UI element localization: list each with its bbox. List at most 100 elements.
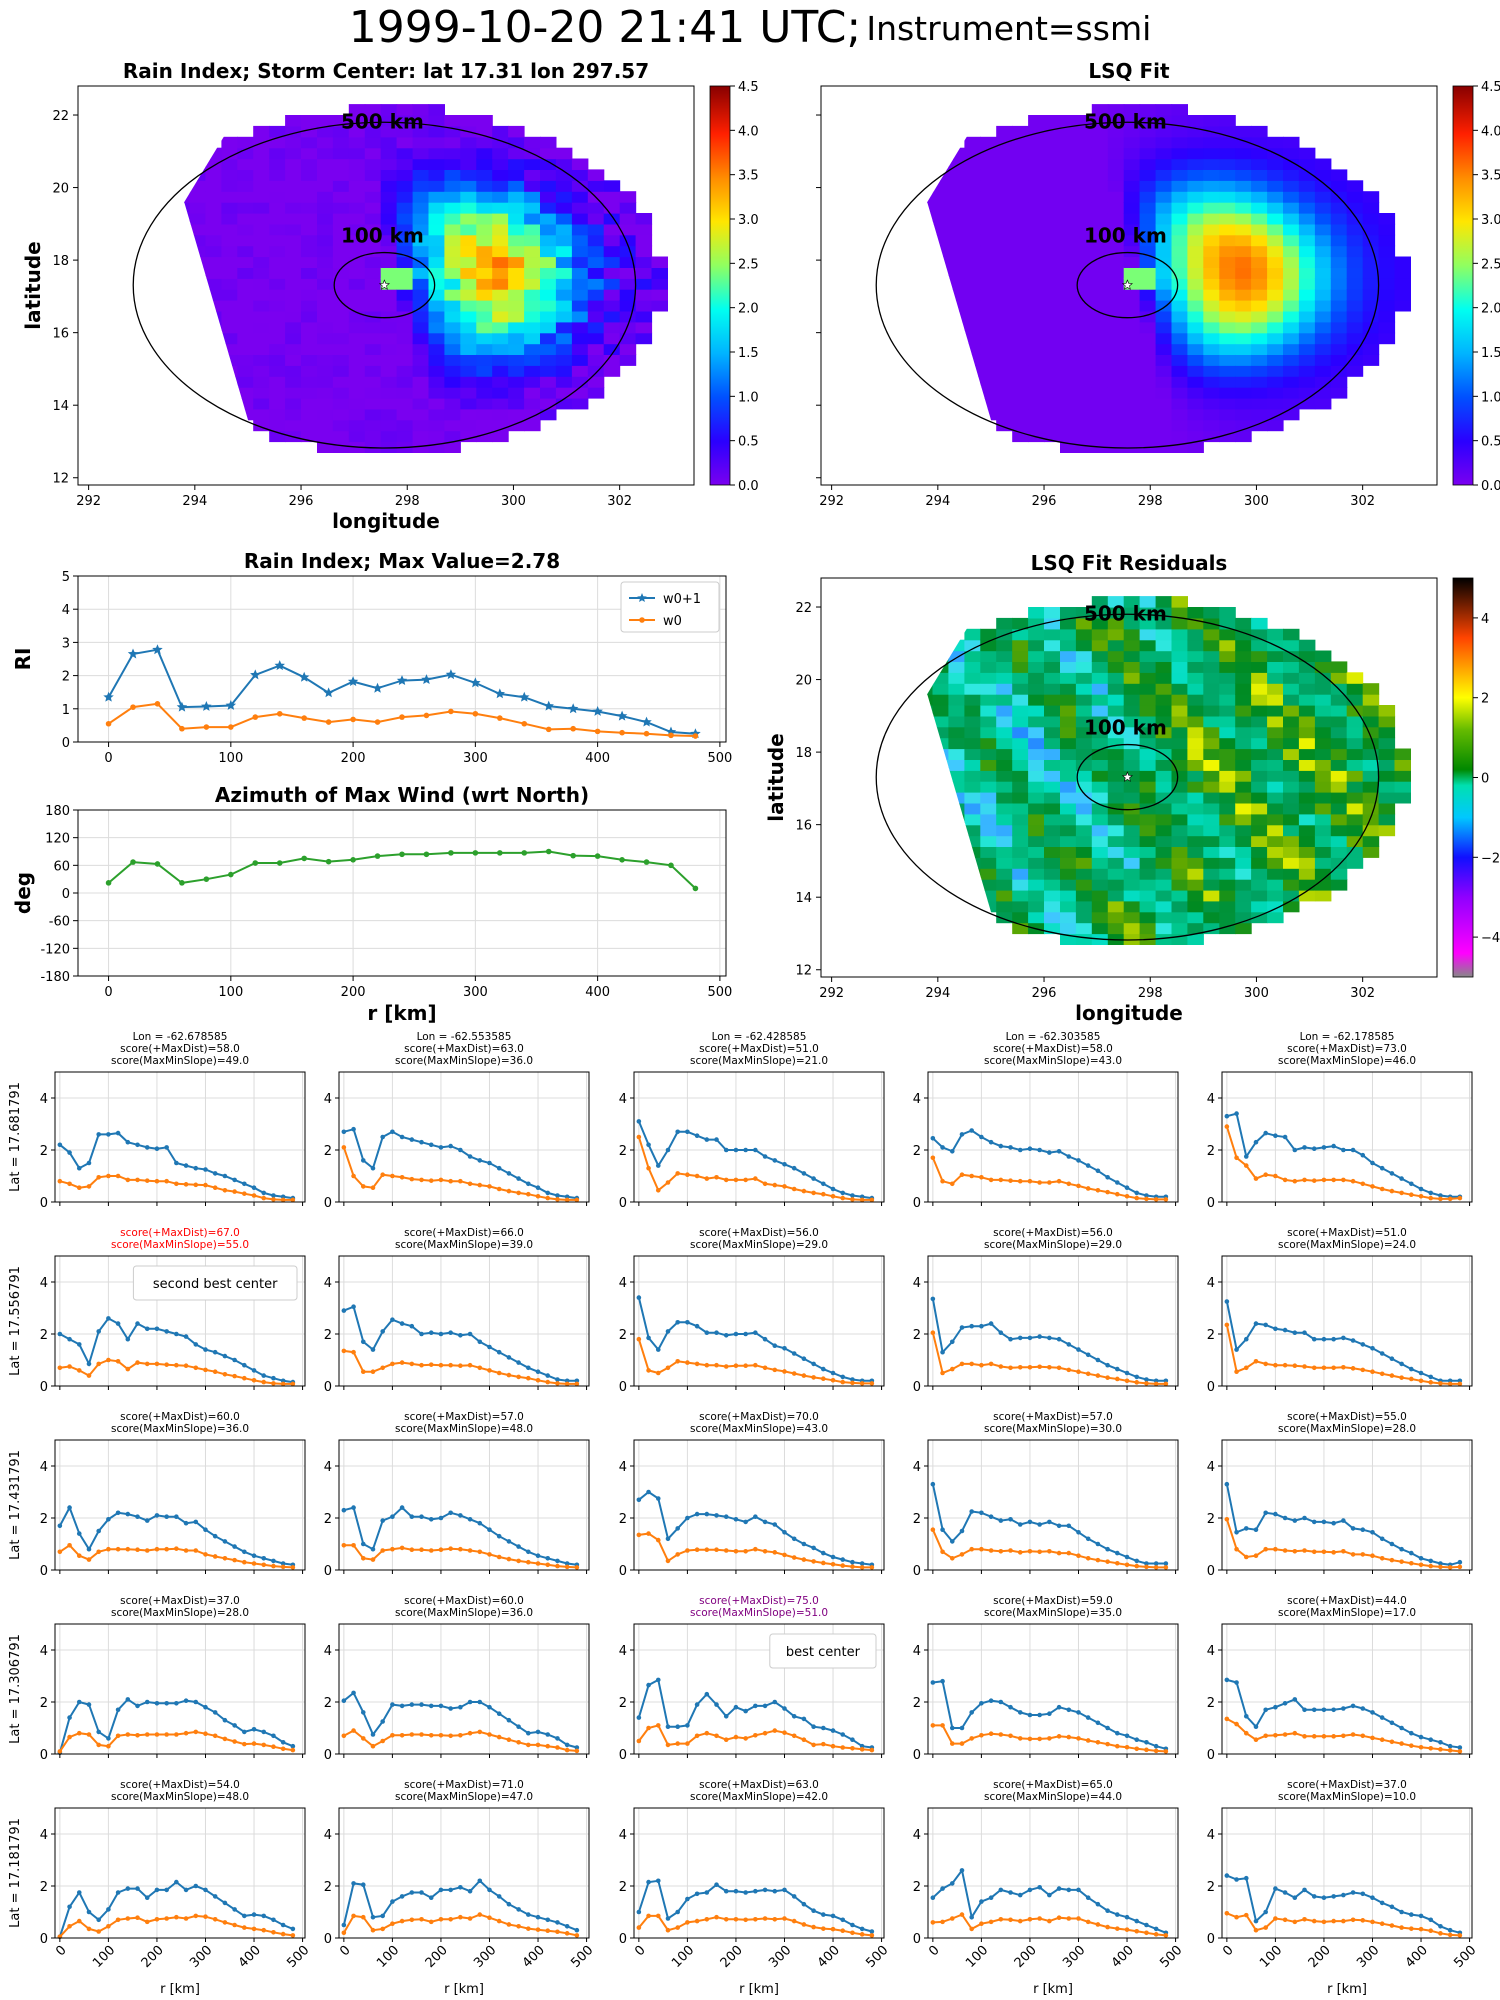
data-point xyxy=(1341,1335,1346,1341)
map-cell xyxy=(1060,759,1077,771)
map-cell xyxy=(571,278,589,290)
candidate-panel: 024score(MaxMinSlope)=28.0score(+MaxDist… xyxy=(1207,1411,1473,1579)
data-point xyxy=(1321,1519,1327,1525)
map-cell xyxy=(603,343,621,355)
map-cell xyxy=(348,321,366,334)
data-point xyxy=(1428,1563,1434,1569)
map-cell xyxy=(1203,835,1220,847)
map-cell xyxy=(1044,661,1061,673)
score-slope-label: score(MaxMinSlope)=48.0 xyxy=(111,1791,249,1803)
data-point xyxy=(714,1175,719,1180)
map-cell xyxy=(619,310,637,323)
map-cell xyxy=(1060,256,1077,268)
data-point xyxy=(232,1922,237,1928)
data-point xyxy=(179,880,185,886)
data-point xyxy=(1144,1561,1149,1566)
data-point xyxy=(1095,1557,1101,1563)
data-point xyxy=(655,1677,661,1683)
map-cell xyxy=(348,267,366,279)
map-cell xyxy=(1330,813,1348,826)
map-cell xyxy=(492,343,509,355)
map-cell xyxy=(1044,705,1061,717)
y-tick-label: 20 xyxy=(795,674,812,689)
data-point xyxy=(1418,1556,1424,1561)
data-point xyxy=(762,1365,768,1371)
map-cell xyxy=(285,289,302,301)
data-point xyxy=(164,1362,169,1367)
series-line-w1 xyxy=(637,1297,872,1382)
data-point xyxy=(1263,1546,1268,1552)
map-cell xyxy=(285,354,302,366)
map-cell xyxy=(964,245,981,258)
map-cell xyxy=(1330,661,1348,673)
data-point xyxy=(1027,1916,1033,1922)
ring-500km-label: 500 km xyxy=(1084,601,1167,625)
data-point xyxy=(714,1733,719,1739)
map-cell xyxy=(1378,792,1396,804)
map-cell xyxy=(1123,781,1141,793)
score-maxdist-label: score(+MaxDist)=63.0 xyxy=(404,1043,524,1055)
data-point xyxy=(1076,1916,1081,1921)
map-cell xyxy=(901,749,918,761)
map-cell xyxy=(301,376,318,388)
data-point xyxy=(714,1547,719,1553)
map-cell xyxy=(184,202,191,214)
data-point xyxy=(1321,1734,1327,1739)
map-cell xyxy=(1028,115,1045,127)
map-cell xyxy=(1091,770,1109,782)
map-cell xyxy=(1091,245,1109,258)
axes-frame xyxy=(338,1807,590,1939)
map-cell xyxy=(285,256,302,268)
map-cell xyxy=(1219,889,1236,902)
data-point xyxy=(1360,1367,1366,1373)
data-point xyxy=(228,871,234,878)
map-cell xyxy=(1219,846,1236,858)
map-cell xyxy=(1235,694,1252,706)
data-point xyxy=(67,1336,72,1342)
map-cell xyxy=(285,408,302,421)
map-cell xyxy=(1123,726,1141,739)
map-cell xyxy=(1219,802,1236,815)
data-point xyxy=(930,1136,936,1141)
map-cell xyxy=(412,300,430,312)
map-cell xyxy=(1107,397,1125,410)
map-cell xyxy=(996,813,1013,826)
map-cell xyxy=(1075,792,1093,804)
data-point-star xyxy=(396,675,408,685)
map-cell xyxy=(1298,737,1316,750)
map-cell xyxy=(1123,813,1141,826)
data-point xyxy=(743,1331,748,1337)
map-cell xyxy=(927,343,934,355)
map-cell xyxy=(380,387,398,399)
map-cell xyxy=(396,245,414,258)
map-cell xyxy=(932,223,949,236)
data-point xyxy=(242,1375,247,1381)
map-cell xyxy=(1075,650,1093,662)
data-point xyxy=(694,1511,700,1517)
x-tick-label: 400 xyxy=(236,1943,264,1971)
map-cell xyxy=(1330,180,1348,192)
map-cell xyxy=(1219,300,1236,312)
map-cell xyxy=(927,256,934,268)
map-cell xyxy=(476,125,493,138)
map-cell xyxy=(1107,835,1125,847)
map-cell xyxy=(1187,321,1204,334)
map-cell xyxy=(1091,169,1109,181)
map-cell xyxy=(508,419,525,432)
data-point xyxy=(458,1914,463,1920)
map-cell xyxy=(301,419,318,432)
map-cell xyxy=(1187,147,1204,160)
map-cell xyxy=(948,147,965,160)
data-point xyxy=(1095,1373,1101,1378)
map-cell xyxy=(1060,136,1077,149)
candidate-panel: 024score(MaxMinSlope)=36.0score(+MaxDist… xyxy=(324,1595,590,1763)
map-cell xyxy=(428,191,445,203)
data-point xyxy=(1282,1732,1288,1737)
candidate-panel: 024score(MaxMinSlope)=29.0score(+MaxDist… xyxy=(913,1227,1179,1395)
map-cell xyxy=(1139,726,1157,739)
map-cell xyxy=(524,223,541,236)
data-point xyxy=(1234,1877,1239,1882)
map-cell xyxy=(964,868,981,880)
map-cell xyxy=(964,694,981,706)
map-cell xyxy=(269,125,286,138)
